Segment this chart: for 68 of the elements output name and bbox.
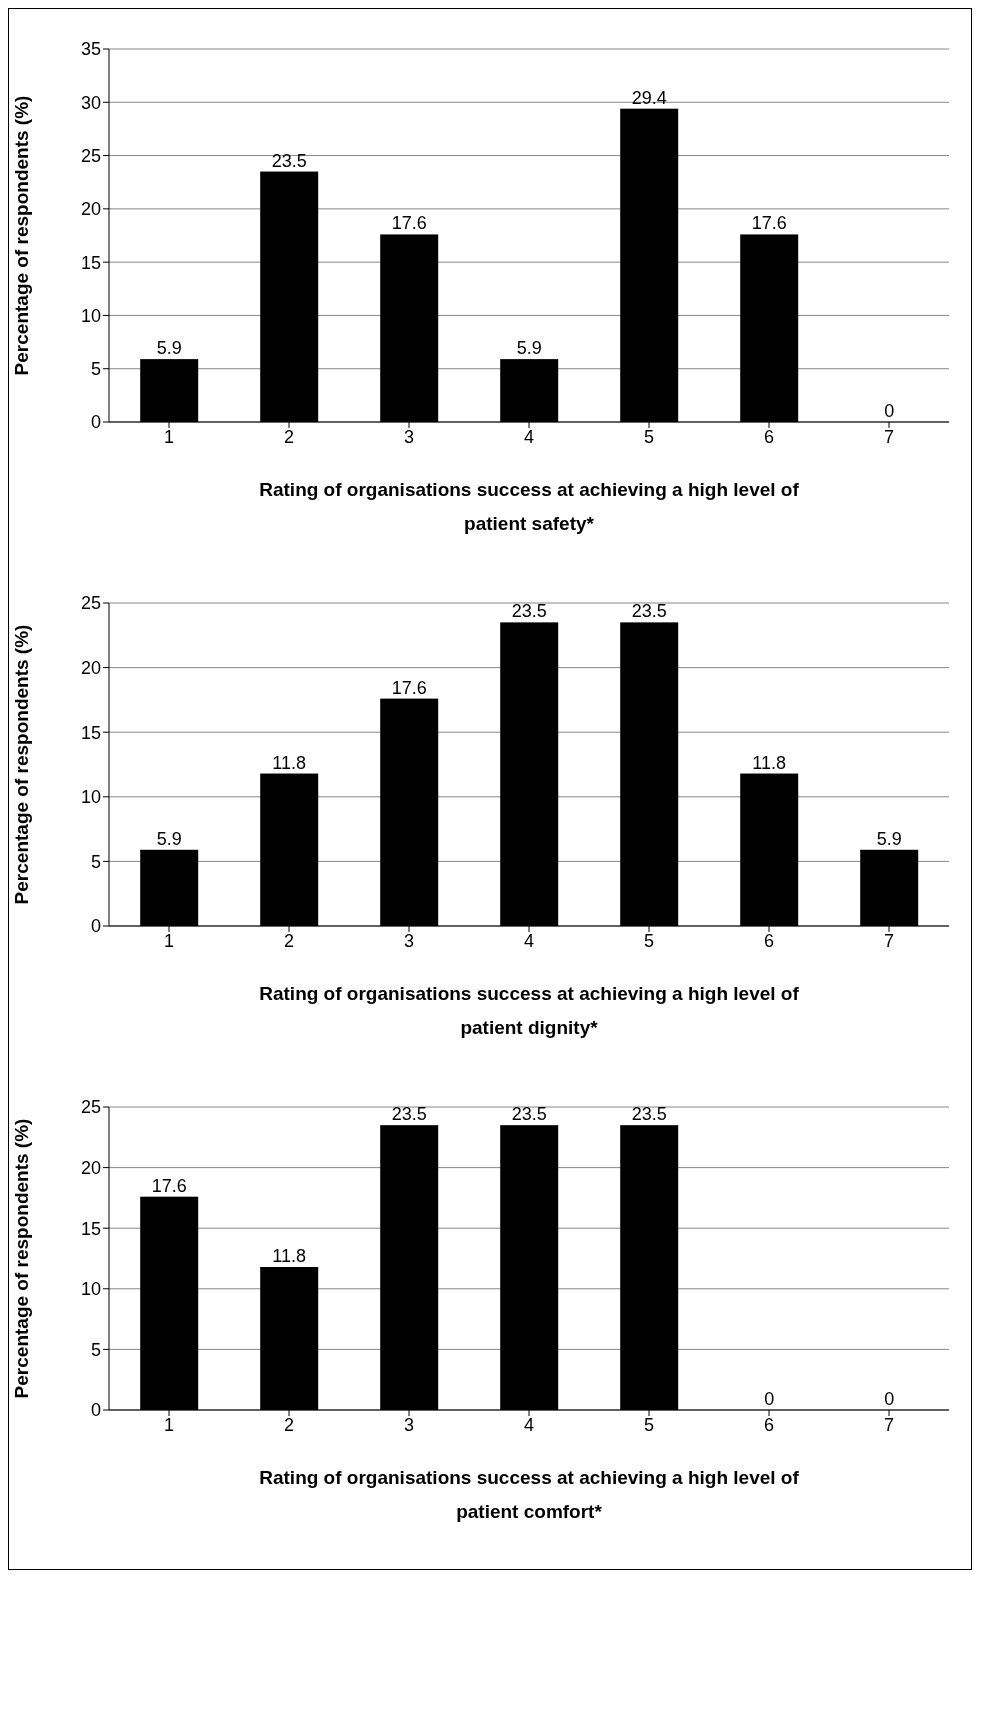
y-axis-title: Percentage of respondents (%) [10, 624, 32, 905]
y-tick-label: 25 [80, 145, 101, 166]
x-tick-label: 4 [523, 426, 535, 447]
data-label: 17.6 [151, 1175, 187, 1196]
data-label: 23.5 [511, 1104, 547, 1125]
y-tick-label: 10 [80, 787, 101, 808]
x-axis-title: Rating of organisations success at achieving a high level of patient comfort* [258, 1466, 800, 1524]
data-label: 29.4 [631, 87, 667, 108]
y-tick-label: 5 [90, 359, 101, 380]
y-tick-label: 10 [80, 1279, 101, 1300]
y-tick-label: 15 [80, 722, 101, 743]
y-tick-label: 10 [80, 305, 101, 326]
x-tick-label: 2 [283, 1414, 295, 1435]
x-tick-label: 6 [763, 426, 775, 447]
data-label: 5.9 [156, 338, 182, 359]
data-label: 17.6 [751, 213, 787, 234]
data-label: 5.9 [156, 828, 182, 849]
data-label: 11.8 [272, 1245, 307, 1266]
y-axis-title: Percentage of respondents (%) [10, 1118, 32, 1399]
y-tick-label: 25 [80, 593, 101, 614]
y-tick-label: 5 [90, 851, 101, 872]
y-tick-label: 0 [90, 916, 101, 937]
data-label: 5.9 [876, 828, 902, 849]
x-tick-label: 7 [883, 426, 895, 447]
x-tick-label: 4 [523, 1414, 535, 1435]
x-tick-label: 3 [403, 426, 415, 447]
x-tick-label: 1 [163, 930, 175, 951]
y-axis-title: Percentage of respondents (%) [10, 95, 32, 376]
data-label: 11.8 [272, 752, 307, 773]
y-tick-label: 20 [80, 199, 101, 220]
x-tick-label: 1 [163, 426, 175, 447]
x-tick-label: 4 [523, 930, 535, 951]
x-tick-label: 6 [763, 930, 775, 951]
y-tick-label: 20 [80, 1157, 101, 1178]
x-tick-label: 1 [163, 1414, 175, 1435]
y-tick-label: 25 [80, 1097, 101, 1118]
data-label: 17.6 [391, 213, 427, 234]
x-axis-title: Rating of organisations success at achieving a high level of patient safety* [258, 478, 800, 536]
x-tick-label: 6 [763, 1414, 775, 1435]
data-label: 23.5 [271, 150, 307, 171]
data-label: 11.8 [752, 752, 787, 773]
data-label: 5.9 [516, 338, 542, 359]
y-tick-label: 30 [80, 92, 101, 113]
data-label: 0 [764, 1389, 775, 1409]
x-tick-label: 2 [283, 426, 295, 447]
data-label: 23.5 [511, 601, 547, 622]
y-tick-label: 5 [90, 1339, 101, 1360]
data-label: 23.5 [631, 1104, 667, 1125]
y-tick-label: 15 [80, 1218, 101, 1239]
data-label: 23.5 [631, 601, 667, 622]
y-tick-label: 20 [80, 657, 101, 678]
x-tick-label: 2 [283, 930, 295, 951]
y-tick-label: 0 [90, 412, 101, 433]
x-tick-label: 7 [883, 930, 895, 951]
data-label: 23.5 [391, 1104, 427, 1125]
y-tick-label: 35 [80, 39, 101, 60]
data-label: 17.6 [391, 677, 427, 698]
x-tick-label: 3 [403, 1414, 415, 1435]
data-label: 0 [884, 401, 895, 421]
y-tick-label: 0 [90, 1400, 101, 1421]
x-tick-label: 5 [643, 426, 655, 447]
x-tick-label: 5 [643, 1414, 655, 1435]
x-tick-label: 3 [403, 930, 415, 951]
x-tick-label: 7 [883, 1414, 895, 1435]
x-axis-title: Rating of organisations success at achieving a high level of patient dignity* [258, 982, 800, 1040]
data-label: 0 [884, 1389, 895, 1409]
x-tick-label: 5 [643, 930, 655, 951]
y-tick-label: 15 [80, 252, 101, 273]
